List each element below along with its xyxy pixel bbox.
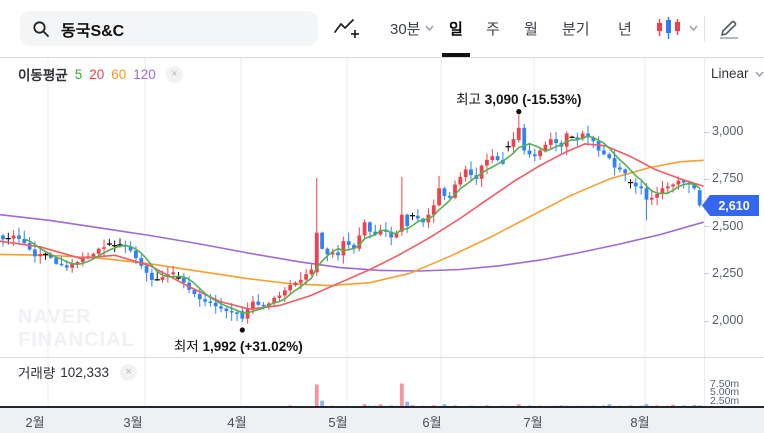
period-tab-week[interactable]: 주: [486, 0, 500, 56]
period-tab-label: 일: [449, 20, 463, 38]
volume-legend-value: 102,333: [60, 364, 110, 380]
x-axis-label: 5월: [328, 415, 348, 430]
volume-legend-title: 거래량: [18, 366, 56, 381]
y-axis-tick: [704, 131, 709, 133]
draw-tool-button[interactable]: [716, 0, 742, 56]
x-axis-label: 3월: [123, 415, 143, 430]
volume-axis-label: 7.50m: [710, 378, 740, 390]
y-axis-tick: [704, 320, 709, 322]
y-axis-tick: [704, 226, 709, 228]
current-price-badge: 2,610: [702, 195, 759, 216]
volume-axis-label: 2.50m: [710, 394, 740, 407]
chevron-down-icon: [424, 25, 434, 31]
chevron-down-icon: [689, 25, 698, 31]
x-axis-label: 8월: [630, 415, 650, 430]
toolbar-divider: [704, 16, 705, 42]
x-axis-label: 2월: [25, 415, 45, 430]
period-tab-year[interactable]: 년: [618, 0, 632, 56]
y-axis-label: 2,500: [712, 218, 744, 233]
moving-average-legend: 이동평균 5 20 60 120 ×: [18, 64, 183, 84]
y-axis-tick: [704, 178, 709, 180]
y-axis-label: 3,000: [712, 124, 744, 139]
chevron-down-icon: [754, 71, 764, 77]
period-tab-month[interactable]: 월: [524, 0, 538, 56]
volume-baseline: [0, 405, 764, 408]
x-axis-strip: [0, 408, 764, 433]
close-volume-button[interactable]: ×: [120, 363, 138, 381]
x-axis-label: 4월: [227, 415, 247, 430]
period-tab-label: 분기: [562, 20, 590, 38]
close-ma-legend-button[interactable]: ×: [165, 65, 183, 83]
chart-canvas[interactable]: [0, 57, 764, 433]
pane-divider: [0, 357, 764, 358]
y-axis-label: 2,250: [712, 265, 744, 280]
period-tab-quarter[interactable]: 분기: [562, 0, 590, 56]
y-axis-label: 2,750: [712, 171, 744, 186]
period-tab-30min[interactable]: 30분: [390, 0, 434, 56]
period-tab-label: 년: [618, 20, 632, 38]
y-axis-tick: [704, 273, 709, 275]
scale-selector[interactable]: Linear: [711, 66, 764, 81]
candle-style-icon: [657, 17, 680, 39]
price-axis-border: [704, 57, 705, 433]
ma20-legend-value: 20: [89, 66, 105, 82]
chart-toolbar: 30분 일 주 월 분기 년: [0, 0, 764, 58]
naver-financial-watermark: NAVER FINANCIAL: [18, 306, 135, 351]
high-price-annotation: 최고 3,090 (-15.53%): [456, 91, 582, 107]
legend-title: 이동평균: [18, 68, 68, 83]
low-price-annotation: 최저 1,992 (+31.02%): [173, 339, 303, 354]
scale-selector-label: Linear: [711, 66, 749, 81]
search-icon: [33, 20, 49, 37]
period-tab-day[interactable]: 일: [442, 0, 470, 57]
stock-search-box[interactable]: [20, 11, 318, 46]
volume-axis-label: 5.00m: [710, 386, 740, 399]
pencil-draw-icon: [720, 20, 738, 39]
volume-legend: 거래량 102,333 ×: [18, 362, 138, 382]
candle-style-button[interactable]: [655, 0, 698, 56]
ma60-legend-value: 60: [111, 66, 127, 82]
chart-line-add-icon: [334, 19, 359, 38]
period-tab-label: 30분: [390, 20, 421, 38]
ma5-legend-value: 5: [74, 66, 83, 82]
add-chart-button[interactable]: [332, 0, 360, 56]
x-axis-label: 7월: [523, 415, 543, 430]
x-axis-label: 6월: [422, 415, 442, 430]
y-axis-label: 2,000: [712, 313, 744, 327]
period-tab-label: 주: [486, 20, 500, 38]
ma120-legend-value: 120: [133, 66, 156, 82]
period-tab-label: 월: [524, 20, 538, 38]
search-input[interactable]: [59, 18, 283, 39]
